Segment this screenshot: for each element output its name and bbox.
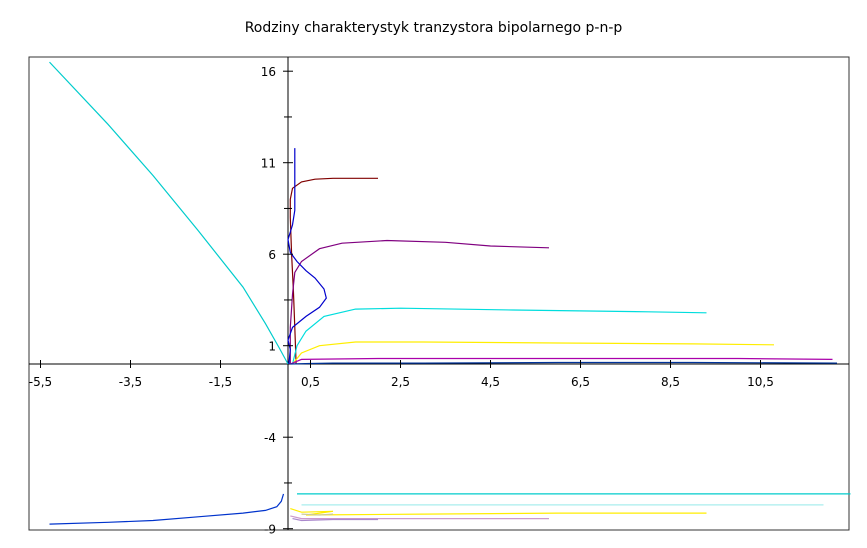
series-line-8 bbox=[287, 148, 327, 365]
y-tick-label-4: -4 bbox=[264, 431, 276, 445]
plot-frame bbox=[28, 56, 850, 531]
series-line-9 bbox=[49, 493, 285, 525]
series-line-6 bbox=[290, 357, 833, 365]
y-tick-label-0: 16 bbox=[261, 65, 276, 79]
x-tick-label-3: 0,5 bbox=[301, 375, 320, 389]
x-tick-label-1: -3,5 bbox=[119, 375, 142, 389]
y-tick-label-1: 11 bbox=[261, 157, 276, 171]
chart-title: Rodziny charakterystyk tranzystora bipol… bbox=[244, 20, 623, 36]
y-tick-label-3: 1 bbox=[268, 340, 276, 354]
x-tick-label-2: -1,5 bbox=[209, 375, 232, 389]
series-line-15 bbox=[292, 518, 378, 522]
series-line-14 bbox=[290, 515, 549, 520]
x-tick-label-5: 4,5 bbox=[481, 375, 500, 389]
x-tick-label-6: 6,5 bbox=[571, 375, 590, 389]
series-line-5 bbox=[292, 341, 775, 365]
series-line-2 bbox=[289, 239, 550, 364]
y-tick-label-5: -9 bbox=[264, 523, 276, 537]
x-tick-label-4: 2,5 bbox=[391, 375, 410, 389]
x-tick-label-7: 8,5 bbox=[661, 375, 680, 389]
y-tick-label-2: 6 bbox=[268, 248, 276, 262]
series-line-1 bbox=[289, 177, 378, 365]
series-line-3 bbox=[49, 61, 289, 365]
x-tick-label-0: -5,5 bbox=[29, 375, 52, 389]
series-line-13 bbox=[301, 513, 334, 516]
series-line-4 bbox=[291, 307, 707, 365]
series-line-12 bbox=[290, 508, 707, 516]
x-tick-label-8: 10,5 bbox=[747, 375, 774, 389]
